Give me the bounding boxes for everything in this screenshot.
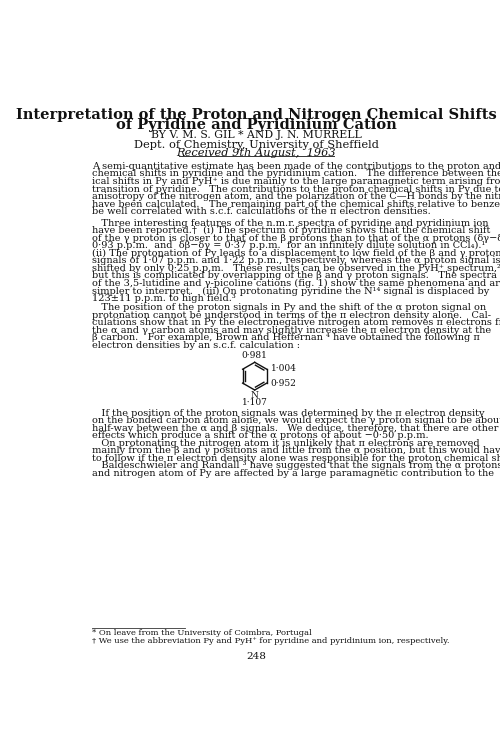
Text: On protonating the nitrogen atom it is unlikely that π electrons are removed: On protonating the nitrogen atom it is u… xyxy=(92,439,479,448)
Text: of Pyridine and Pyridinium Cation: of Pyridine and Pyridinium Cation xyxy=(116,118,396,132)
Text: of the γ proton is closer to that of the β protons than to that of the α protons: of the γ proton is closer to that of the… xyxy=(92,234,500,243)
Text: electron densities by an s.c.f. calculation :: electron densities by an s.c.f. calculat… xyxy=(92,341,300,350)
Text: mainly from the β and γ positions and little from the α position, but this would: mainly from the β and γ positions and li… xyxy=(92,446,500,455)
Text: signals of 1·07 p.p.m. and 1·22 p.p.m., respectively, whereas the α proton signa: signals of 1·07 p.p.m. and 1·22 p.p.m., … xyxy=(92,256,500,266)
Text: 1·004: 1·004 xyxy=(270,364,296,373)
Text: 248: 248 xyxy=(246,653,266,662)
Text: Received 9th August,  1963: Received 9th August, 1963 xyxy=(176,148,336,158)
Text: 1·107: 1·107 xyxy=(242,397,268,407)
Text: of the 3,5-lutidine and γ-picoline cations (fig. 1) show the same phenomena and : of the 3,5-lutidine and γ-picoline catio… xyxy=(92,279,500,288)
Text: (ii) The protonation of Py leads to a displacement to low field of the β and γ p: (ii) The protonation of Py leads to a di… xyxy=(92,249,500,258)
Text: effects which produce a shift of the α protons of about −0·50 p.p.m.: effects which produce a shift of the α p… xyxy=(92,431,428,440)
Text: chemical shifts in pyridine and the pyridinium cation.   The difference between : chemical shifts in pyridine and the pyri… xyxy=(92,169,500,178)
Text: N: N xyxy=(251,391,258,400)
Text: on the bonded carbon atom alone, we would expect the γ proton signal to be about: on the bonded carbon atom alone, we woul… xyxy=(92,416,500,425)
Text: ical shifts in Py and PyH⁺ is due mainly to the large paramagnetic term arising : ical shifts in Py and PyH⁺ is due mainly… xyxy=(92,177,500,186)
Text: 123±11 p.p.m. to high field.³: 123±11 p.p.m. to high field.³ xyxy=(92,294,236,303)
Text: simpler to interpret.   (iii) On protonating pyridine the N¹⁴ signal is displace: simpler to interpret. (iii) On protonati… xyxy=(92,286,489,296)
Text: Dept. of Chemistry, University of Sheffield: Dept. of Chemistry, University of Sheffi… xyxy=(134,140,378,149)
Text: shifted by only 0·25 p.p.m.   These results can be observed in the PyH⁺ spectrum: shifted by only 0·25 p.p.m. These result… xyxy=(92,264,500,273)
Text: † We use the abbreviation Py and PyH⁺ for pyridine and pyridinium ion, respectiv: † We use the abbreviation Py and PyH⁺ fo… xyxy=(92,637,450,645)
Text: culations show that in Py the electronegative nitrogen atom removes π electrons : culations show that in Py the electroneg… xyxy=(92,318,500,327)
Text: * On leave from the University of Coimbra, Portugal: * On leave from the University of Coimbr… xyxy=(92,629,312,637)
Text: 0·952: 0·952 xyxy=(270,380,296,388)
Text: and nitrogen atom of Py are affected by a large paramagnetic contribution to the: and nitrogen atom of Py are affected by … xyxy=(92,469,494,478)
Text: The position of the proton signals in Py and the shift of the α proton signal on: The position of the proton signals in Py… xyxy=(92,303,486,312)
Text: A semi-quantitative estimate has been made of the contributions to the proton an: A semi-quantitative estimate has been ma… xyxy=(92,162,500,171)
Text: to follow if the π electron density alone was responsible for the proton chemica: to follow if the π electron density alon… xyxy=(92,454,500,462)
Text: 0·93 p.p.m.  and  δβ−δγ = 0·37 p.p.m.  for an infinitely dilute solution in CCl₄: 0·93 p.p.m. and δβ−δγ = 0·37 p.p.m. for … xyxy=(92,241,485,250)
Text: Three interesting features of the n.m.r. spectra of pyridine and pyridinium ion: Three interesting features of the n.m.r.… xyxy=(92,218,488,228)
Text: half-way between the α and β signals.   We deduce, therefore, that there are oth: half-way between the α and β signals. We… xyxy=(92,423,498,433)
Text: BY V. M. S. GIL * AND J. N. MURRELL: BY V. M. S. GIL * AND J. N. MURRELL xyxy=(151,130,362,141)
Text: be well correlated with s.c.f. calculations of the π electron densities.: be well correlated with s.c.f. calculati… xyxy=(92,207,430,216)
Text: β carbon.   For example, Brown and Heffernan ⁴ have obtained the following π: β carbon. For example, Brown and Heffern… xyxy=(92,333,479,343)
Text: transition of pyridine.   The contributions to the proton chemical shifts in Py : transition of pyridine. The contribution… xyxy=(92,184,500,194)
Text: Baldeschwieler and Randall ³ have suggested that the signals from the α protons: Baldeschwieler and Randall ³ have sugges… xyxy=(92,461,500,471)
Text: but this is complicated by overlapping of the β and γ proton signals.   The spec: but this is complicated by overlapping o… xyxy=(92,272,497,280)
Text: protonation cannot be understood in terms of the π electron density alone.   Cal: protonation cannot be understood in term… xyxy=(92,311,491,320)
Text: have been reported.†  (i) The spectrum of pyridine shows that the chemical shift: have been reported.† (i) The spectrum of… xyxy=(92,226,490,235)
Text: have been calculated.   The remaining part of the chemical shifts relative to be: have been calculated. The remaining part… xyxy=(92,200,500,209)
Text: Interpretation of the Proton and Nitrogen Chemical Shifts: Interpretation of the Proton and Nitroge… xyxy=(16,108,496,122)
Text: If the position of the proton signals was determined by the π electron density: If the position of the proton signals wa… xyxy=(92,408,484,417)
Text: the α and γ carbon atoms and may slightly increase the π electron density at the: the α and γ carbon atoms and may slightl… xyxy=(92,326,491,334)
Text: 0·981: 0·981 xyxy=(242,352,268,360)
Text: anisotropy of the nitrogen atom, and the polarization of the C—H bonds by the ni: anisotropy of the nitrogen atom, and the… xyxy=(92,192,500,201)
